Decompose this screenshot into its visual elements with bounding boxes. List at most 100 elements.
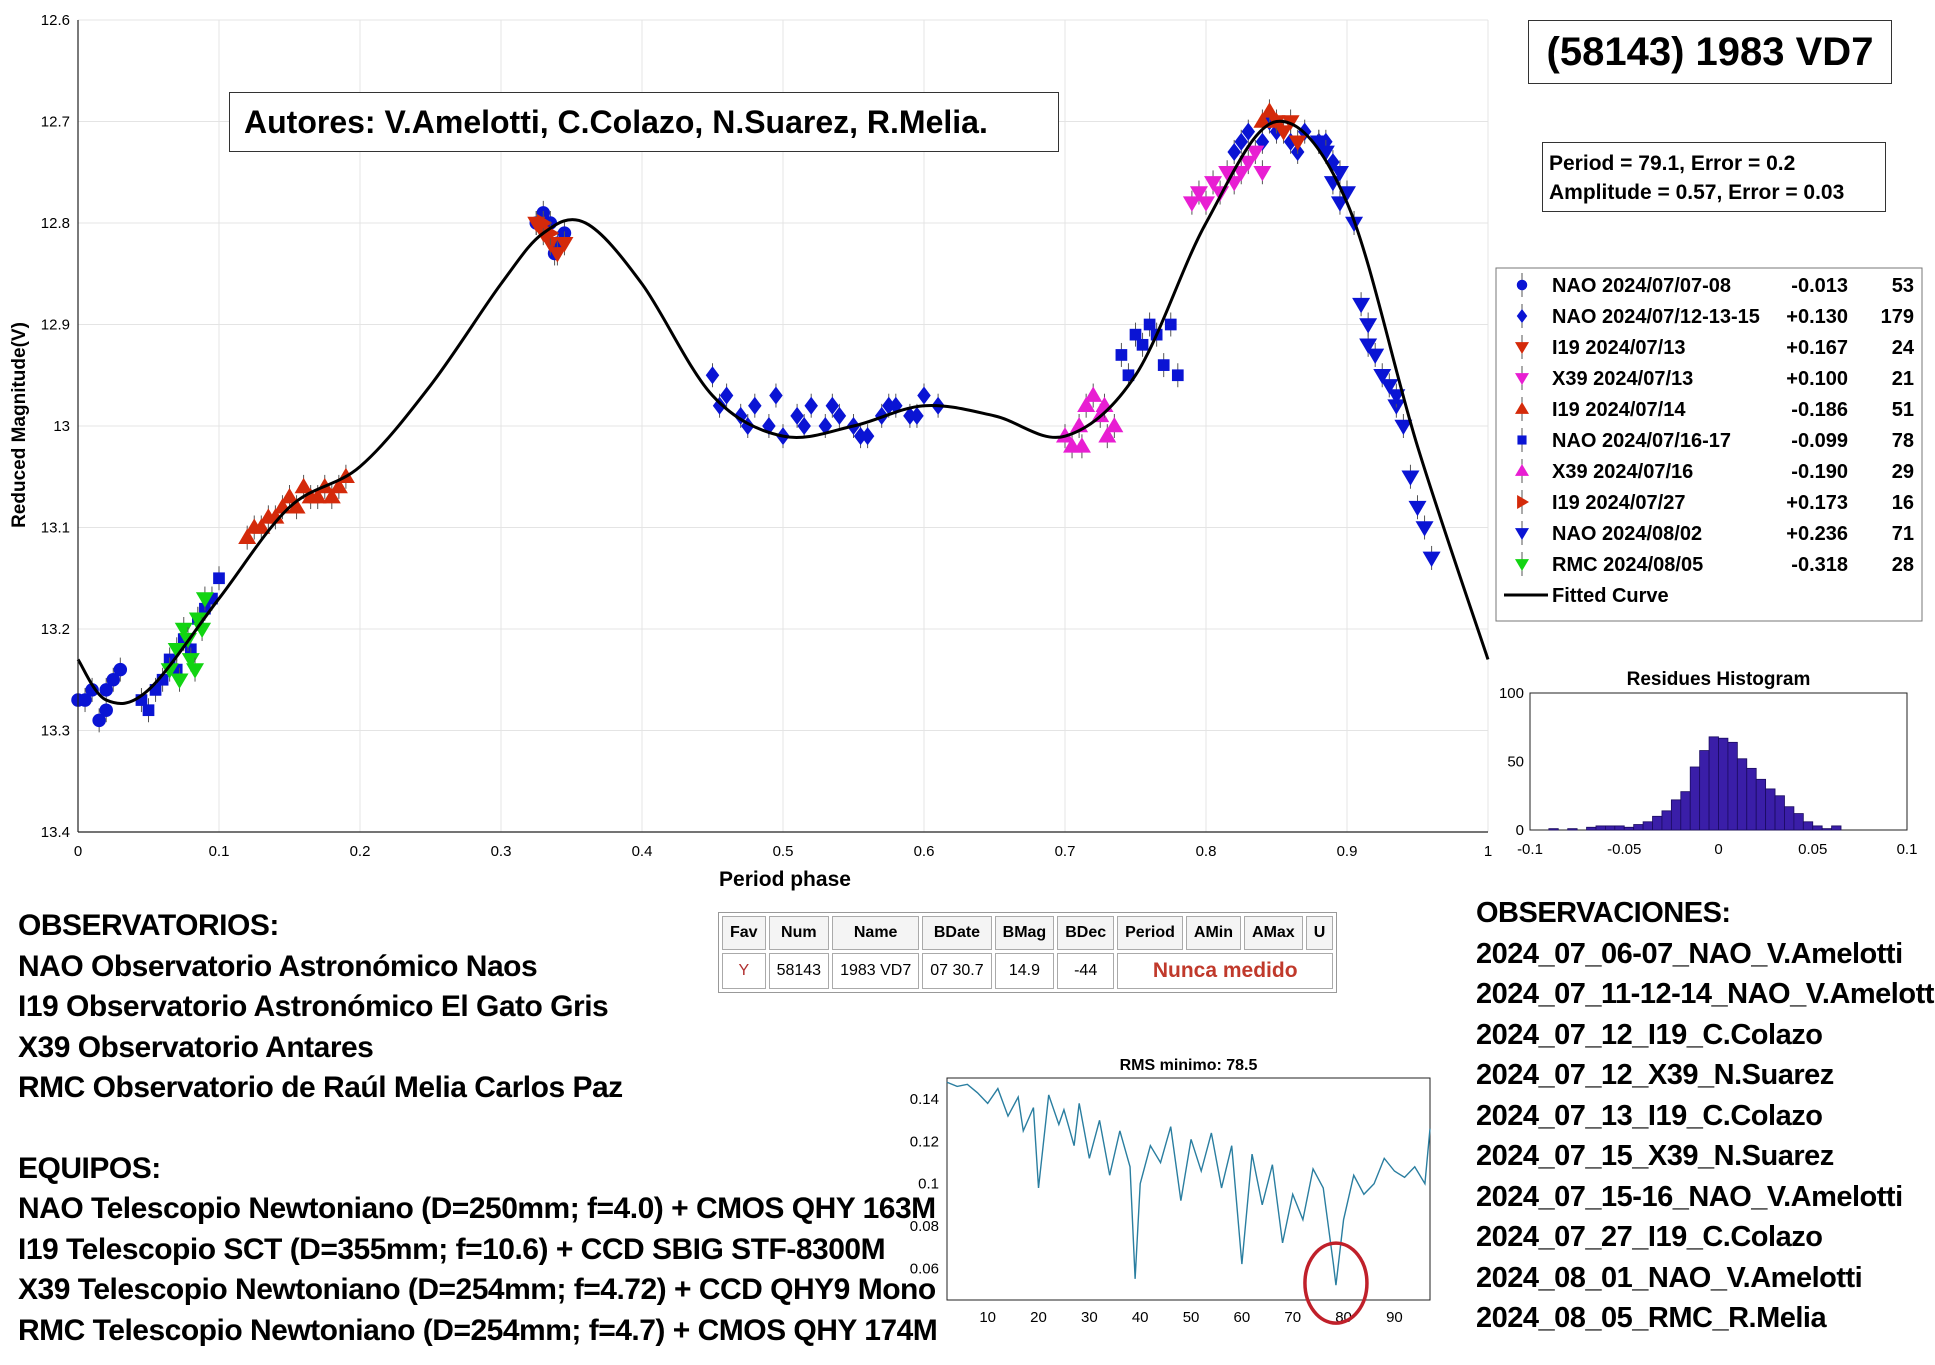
legend-marker — [1515, 464, 1529, 476]
data-point — [156, 673, 169, 686]
rms-x-tick-label: 30 — [1081, 1309, 1098, 1326]
histogram-bar — [1689, 766, 1701, 831]
col-period: Period — [1117, 916, 1183, 950]
data-point — [252, 518, 271, 534]
legend-series-name: NAO 2024/07/07-08 — [1552, 275, 1731, 297]
rms-x-tick-label: 60 — [1234, 1309, 1251, 1326]
y-tick-label: 13 — [53, 418, 70, 435]
data-point — [1077, 396, 1096, 412]
legend-fitted-curve: Fitted Curve — [1552, 585, 1669, 607]
legend-series-name: I19 2024/07/27 — [1552, 492, 1685, 514]
histogram-bar — [1633, 824, 1644, 831]
data-point — [186, 663, 205, 679]
x-tick-label: 0.8 — [1196, 843, 1217, 860]
data-point — [135, 694, 148, 706]
legend-count: 29 — [1892, 461, 1914, 483]
x-tick-label: 1 — [1484, 843, 1492, 860]
x-tick-label: 0.5 — [773, 843, 794, 860]
data-point — [170, 673, 189, 689]
data-point — [1105, 417, 1124, 433]
data-point — [882, 396, 896, 415]
data-point — [818, 417, 833, 435]
histogram-y-tick-label: 100 — [1499, 685, 1524, 702]
histogram-bar — [1765, 788, 1776, 831]
data-point — [548, 247, 567, 263]
legend-offset: +0.173 — [1786, 492, 1848, 514]
histogram-bar — [1661, 810, 1672, 831]
observation-item: 2024_07_15-16_NAO_V.Amelotti — [1476, 1180, 1903, 1213]
histogram-bar — [1623, 826, 1635, 831]
data-point — [85, 683, 99, 697]
x-tick-label: 0 — [74, 843, 82, 860]
table-header-row: Fav Num Name BDate BMag BDec Period AMin… — [722, 916, 1334, 950]
data-point — [1415, 521, 1434, 537]
histogram-bar — [1831, 825, 1842, 831]
histogram-bar — [1548, 828, 1559, 831]
data-point — [1394, 419, 1413, 435]
amplitude-line: Amplitude = 0.57, Error = 0.03 — [1549, 181, 1845, 204]
data-point — [537, 214, 553, 232]
cell-num: 58143 — [768, 953, 830, 989]
histogram-bar — [1680, 791, 1691, 831]
data-point — [1408, 500, 1427, 517]
rms-y-tick-label: 0.12 — [910, 1133, 939, 1150]
authors-label: Autores: V.Amelotti, C.Colazo, N.Suarez,… — [229, 92, 1059, 152]
histogram-bar — [1652, 815, 1663, 831]
legend-marker — [1516, 309, 1528, 323]
y-tick-label: 13.2 — [41, 621, 70, 638]
histogram-bar — [1784, 806, 1795, 831]
histogram-x-tick-label: -0.05 — [1607, 841, 1641, 858]
data-point — [1380, 379, 1399, 395]
data-point — [106, 673, 120, 687]
data-point — [99, 703, 113, 717]
y-tick-label: 12.8 — [41, 215, 70, 232]
rms-title: RMS minimo: 78.5 — [1120, 1057, 1258, 1074]
observations-heading: OBSERVACIONES: — [1476, 897, 1731, 929]
observation-item: 2024_07_12_X39_N.Suarez — [1476, 1059, 1834, 1091]
col-name: Name — [832, 916, 920, 950]
data-point — [266, 508, 285, 524]
data-point — [804, 396, 818, 415]
histogram-bar — [1586, 826, 1597, 831]
histogram-bar — [1746, 767, 1757, 831]
observation-item: 2024_07_13_I19_C.Colazo — [1476, 1099, 1823, 1132]
legend-marker — [1515, 559, 1529, 571]
observation-item: 2024_07_15_X39_N.Suarez — [1476, 1140, 1834, 1172]
rms-x-tick-label: 70 — [1284, 1309, 1301, 1326]
data-point — [1288, 135, 1307, 151]
rms-y-tick-label: 0.06 — [910, 1260, 939, 1277]
data-point — [555, 237, 574, 253]
legend-count: 53 — [1892, 275, 1914, 297]
data-point — [92, 713, 106, 728]
observatory-item: RMC Observatorio de Raúl Melia Carlos Pa… — [18, 1071, 623, 1104]
observatory-item: X39 Observatorio Antares — [18, 1030, 374, 1064]
col-amin: AMin — [1185, 916, 1242, 950]
x-tick-label: 0.4 — [632, 843, 653, 860]
histogram-bar — [1595, 825, 1606, 831]
legend-marker — [1515, 528, 1529, 540]
data-point — [1234, 132, 1248, 151]
legend-series-name: X39 2024/07/16 — [1552, 461, 1693, 483]
rms-y-tick-label: 0.08 — [910, 1218, 939, 1235]
rms-x-tick-label: 10 — [979, 1309, 996, 1326]
rms-y-tick-label: 0.14 — [910, 1091, 939, 1108]
data-point — [917, 386, 931, 405]
data-point — [308, 488, 327, 504]
data-point — [1143, 318, 1156, 331]
y-axis-label: Reduced Magnitude(V) — [9, 322, 30, 528]
equipment-item: I19 Telescopio SCT (D=355mm; f=10.6) + C… — [18, 1232, 886, 1266]
data-point — [748, 396, 762, 415]
legend-series-name: NAO 2024/07/16-17 — [1552, 430, 1731, 452]
data-point — [160, 663, 179, 679]
data-point — [1164, 318, 1177, 331]
legend-offset: -0.318 — [1791, 554, 1848, 576]
data-point — [1072, 437, 1091, 453]
legend-offset: -0.190 — [1791, 461, 1848, 483]
data-point — [860, 427, 875, 446]
legend-series-name: NAO 2024/07/12-13-15 — [1552, 306, 1760, 328]
col-fav: Fav — [722, 916, 766, 950]
data-point — [1122, 369, 1135, 382]
data-point — [1366, 348, 1385, 364]
data-point — [1084, 386, 1103, 402]
data-point — [797, 417, 811, 435]
